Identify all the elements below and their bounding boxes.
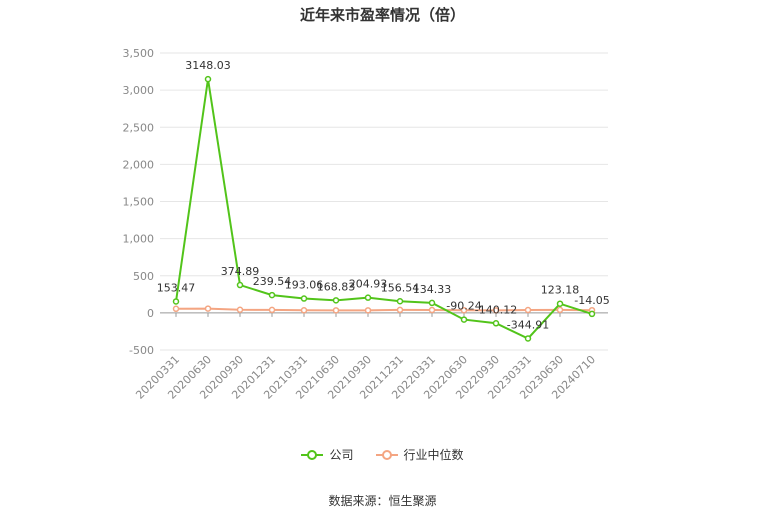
company-point <box>460 316 468 323</box>
company-point <box>268 291 276 299</box>
industry-median-point <box>524 306 532 314</box>
industry-median-point <box>396 306 404 314</box>
y-tick-label: 3,500 <box>123 47 155 60</box>
industry-median-point <box>364 307 372 314</box>
legend-item-industry-median[interactable]: 行业中位数 <box>375 446 464 463</box>
company-pe-line <box>175 78 593 340</box>
legend-item-company[interactable]: 公司 <box>301 446 354 463</box>
y-tick-label: 1,000 <box>123 233 155 246</box>
industry-median-point <box>268 306 276 314</box>
company-data-label: -344.91 <box>507 318 549 331</box>
company-point <box>588 310 596 318</box>
company-data-label: 374.89 <box>221 265 260 278</box>
industry-median-line <box>175 307 593 312</box>
company-point <box>172 298 180 305</box>
y-tick-label: 2,000 <box>123 158 155 171</box>
company-point <box>396 298 404 305</box>
industry-median-point <box>556 306 564 314</box>
company-data-label: 3148.03 <box>185 59 231 72</box>
legend-marker-company <box>301 449 324 460</box>
y-tick-label: 2,500 <box>123 121 155 134</box>
industry-median-point <box>428 306 436 314</box>
industry-median-point <box>236 306 244 314</box>
company-data-label: 204.93 <box>349 278 388 291</box>
industry-median-point <box>332 307 340 314</box>
company-data-label: 156.54 <box>381 281 420 294</box>
company-data-label: 193.06 <box>285 279 324 292</box>
company-data-label: 134.33 <box>413 283 452 296</box>
company-data-label: -90.24 <box>446 300 481 313</box>
industry-median-point <box>460 306 468 314</box>
legend-label-industry-median: 行业中位数 <box>403 448 464 462</box>
industry-median-point <box>172 305 180 313</box>
company-data-label: -14.05 <box>574 294 609 307</box>
data-source: 数据来源：恒生聚源 <box>328 494 437 508</box>
line-chart: -500 0 500 1,000 1,500 2,000 2,500 3,000 3,500 2… <box>123 47 610 402</box>
y-tick-label: 3,000 <box>123 84 155 97</box>
company-point <box>236 281 244 289</box>
y-tick-label: -500 <box>129 344 154 357</box>
industry-median-point <box>492 307 500 314</box>
company-data-label: 153.47 <box>157 281 196 294</box>
company-point <box>556 300 564 307</box>
company-point <box>204 75 212 83</box>
company-data-label: 239.54 <box>253 275 292 288</box>
legend-label-company: 公司 <box>329 448 354 462</box>
company-point <box>428 299 436 307</box>
industry-median-point <box>300 307 308 314</box>
y-tick-label: 1,500 <box>123 196 155 209</box>
company-point <box>492 320 500 327</box>
chart-title: 近年来市盈率情况（倍） <box>299 6 465 24</box>
y-tick-label: 0 <box>147 307 154 320</box>
legend-marker-industry-median <box>375 449 398 460</box>
chart-legend: 公司 行业中位数 <box>0 446 765 463</box>
company-data-label: 168.83 <box>317 280 356 293</box>
company-point <box>364 294 372 301</box>
company-data-label: -140.12 <box>475 303 517 316</box>
y-tick-label: 500 <box>133 270 154 283</box>
company-data-label: 123.18 <box>541 284 580 297</box>
company-point <box>332 297 340 304</box>
company-point <box>524 335 532 342</box>
company-point <box>300 295 308 302</box>
industry-median-point <box>204 305 212 312</box>
